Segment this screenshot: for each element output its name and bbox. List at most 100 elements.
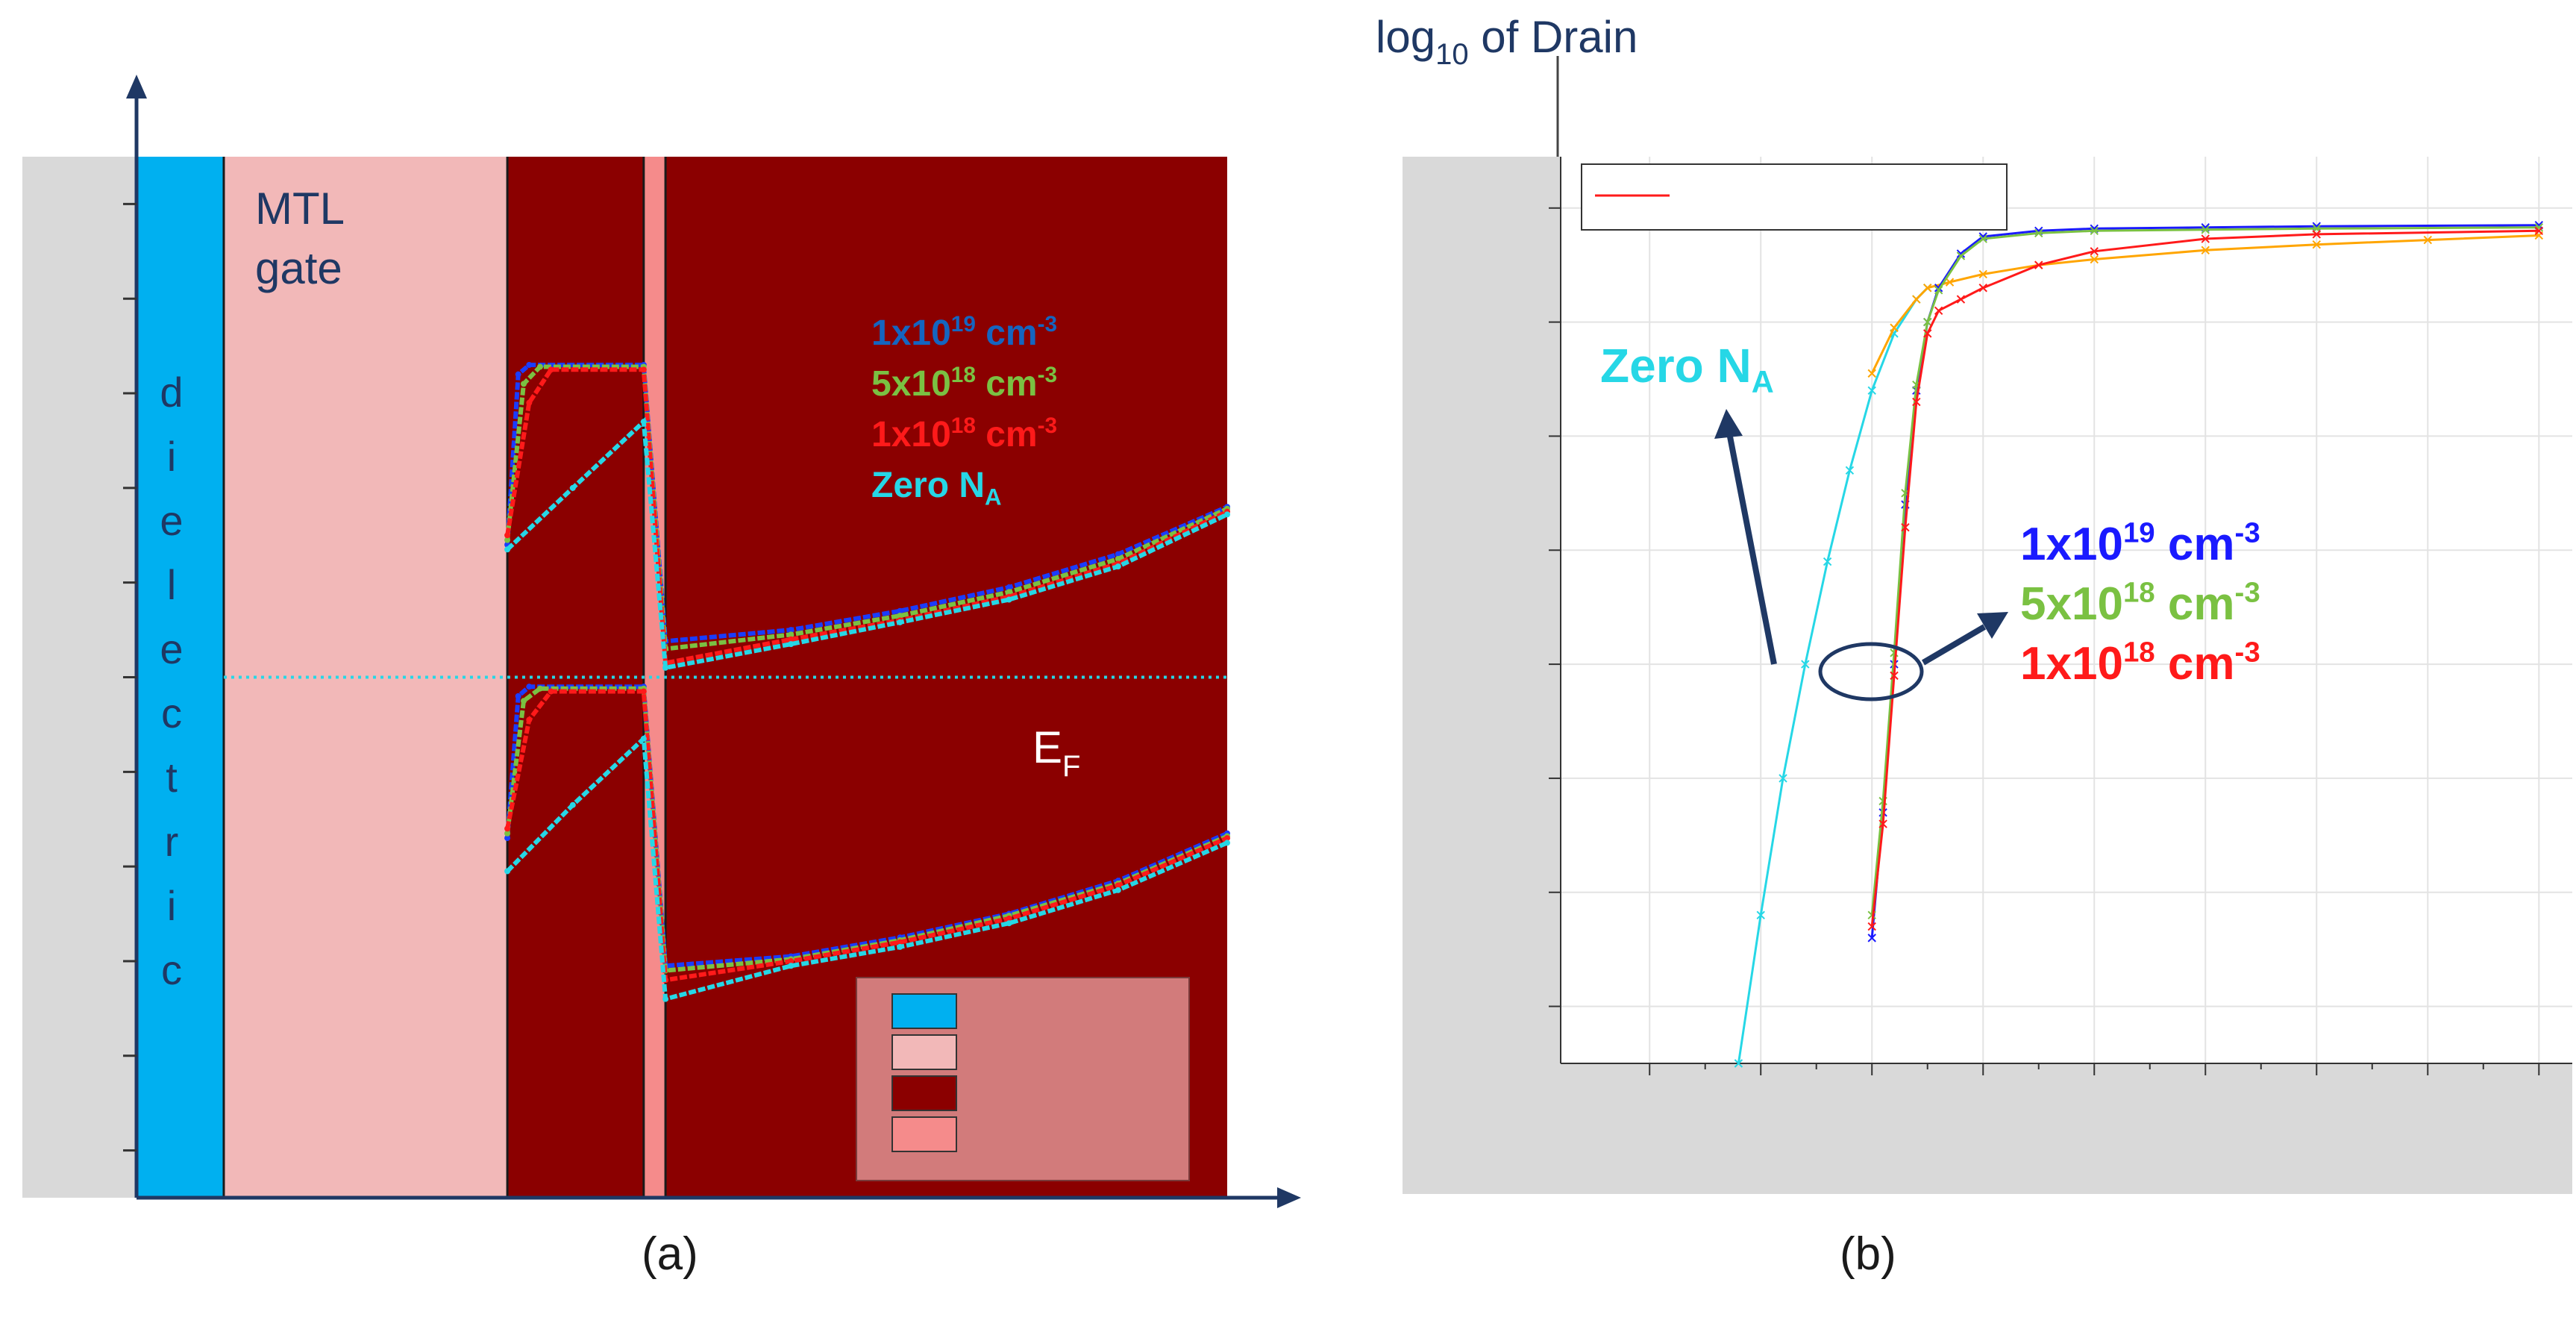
chart-b-plot-area bbox=[1561, 157, 2572, 1063]
band-line-vb-0 bbox=[505, 684, 1229, 969]
doping-label-b-1-sup: 18 bbox=[2123, 576, 2155, 608]
doping-label-b-0-base: 1x10 bbox=[2020, 519, 2123, 570]
current-point-0 bbox=[1867, 386, 1876, 396]
y-axis-a-arrow bbox=[126, 75, 147, 99]
current-point-4 bbox=[1901, 522, 1910, 532]
current-point-2 bbox=[1867, 934, 1876, 943]
ef-sub: F bbox=[1062, 750, 1080, 783]
current-curve-1 bbox=[1870, 234, 2539, 375]
doping-label-b-1-base: 5x10 bbox=[2020, 578, 2123, 630]
band-point-vb-2 bbox=[897, 939, 903, 945]
current-point-0 bbox=[1823, 557, 1832, 566]
current-point-0 bbox=[1779, 774, 1787, 783]
current-point-3 bbox=[2034, 228, 2043, 238]
current-point-1 bbox=[2423, 235, 2432, 245]
current-point-3 bbox=[1956, 251, 1966, 260]
series-label-a-1-base: 5x10 bbox=[871, 364, 951, 404]
doping-label-b-1-exp: -3 bbox=[2235, 576, 2260, 608]
band-point-vb-1 bbox=[521, 698, 527, 704]
series-label-a-2-base: 1x10 bbox=[871, 415, 951, 454]
current-point-4 bbox=[1878, 819, 1887, 828]
band-line-cb-1 bbox=[505, 364, 1229, 651]
band-point-cb-0 bbox=[526, 362, 533, 368]
band-point-vb-3 bbox=[788, 963, 795, 969]
ef-base: E bbox=[1032, 722, 1062, 772]
band-point-vb-2 bbox=[548, 688, 554, 695]
doping-ellipse bbox=[1818, 642, 1924, 701]
series-label-a-2-unit: cm bbox=[976, 415, 1038, 454]
band-point-vb-3 bbox=[504, 868, 511, 875]
current-point-4 bbox=[1956, 295, 1966, 304]
band-point-vb-3 bbox=[1006, 920, 1012, 927]
band-line-cb-0 bbox=[505, 363, 1229, 644]
band-line-vb-3 bbox=[505, 734, 1229, 1002]
series-label-a-3-sub: A bbox=[985, 484, 1002, 510]
zero-na-label-b: Zero NA bbox=[1600, 339, 1774, 399]
band-point-cb-2 bbox=[548, 366, 554, 373]
band-point-vb-0 bbox=[515, 693, 521, 699]
band-point-vb-3 bbox=[1224, 840, 1230, 846]
current-point-4 bbox=[2034, 260, 2043, 269]
band-point-cb-3 bbox=[640, 419, 647, 425]
band-point-cb-1 bbox=[521, 381, 527, 387]
region-algan bbox=[643, 157, 666, 1198]
series-label-a-0-base: 1x10 bbox=[871, 313, 951, 353]
y-axis-label-b: log10 of Drain bbox=[1376, 12, 1638, 71]
doping-label-b-2: 1x1018 cm-3 bbox=[2020, 636, 2260, 690]
band-line-cb-2 bbox=[505, 367, 1229, 666]
current-point-4 bbox=[2534, 226, 2544, 236]
panel-label-b: (b) bbox=[1840, 1228, 1896, 1280]
band-point-vb-1 bbox=[504, 830, 511, 837]
current-point-3 bbox=[2090, 226, 2099, 236]
current-point-1 bbox=[1890, 323, 1899, 332]
dielectric-letter: r bbox=[165, 818, 179, 865]
band-point-vb-0 bbox=[526, 684, 533, 690]
doping-label-b-0: 1x1019 cm-3 bbox=[2020, 516, 2260, 570]
current-curve-3 bbox=[1870, 226, 2539, 916]
band-line-vb-2 bbox=[505, 689, 1229, 983]
zero-na-arrow bbox=[1726, 432, 1777, 665]
x-axis-a-arrow bbox=[1277, 1187, 1301, 1208]
band-point-vb-2 bbox=[1224, 835, 1230, 842]
dielectric-letter: e bbox=[160, 497, 183, 544]
doping-label-b-1-unit: cm bbox=[2155, 578, 2235, 630]
band-point-vb-0 bbox=[504, 835, 511, 842]
series-label-a-0-sup: 19 bbox=[951, 312, 976, 337]
current-point-1 bbox=[1923, 284, 1932, 293]
series-label-a-2: 1x1018 cm-3 bbox=[871, 413, 1057, 454]
band-point-cb-1 bbox=[1006, 589, 1012, 596]
band-point-vb-3 bbox=[640, 735, 647, 742]
dielectric-letter: l bbox=[167, 561, 176, 608]
current-point-4 bbox=[1890, 671, 1899, 681]
current-point-4 bbox=[1867, 922, 1876, 931]
doping-label-b-1: 5x1018 cm-3 bbox=[2020, 576, 2260, 630]
band-point-cb-1 bbox=[1115, 555, 1121, 562]
doping-arrow bbox=[1921, 624, 1987, 666]
current-point-1 bbox=[2090, 254, 2099, 264]
band-point-cb-3 bbox=[569, 484, 576, 491]
band-point-cb-2 bbox=[504, 532, 511, 539]
current-point-4 bbox=[2312, 230, 2321, 239]
series-label-a-0-exp: -3 bbox=[1038, 312, 1057, 337]
series-label-a-2-sup: 18 bbox=[951, 413, 976, 438]
band-point-cb-3 bbox=[504, 546, 511, 553]
current-point-3 bbox=[2201, 225, 2210, 234]
current-point-1 bbox=[1945, 278, 1955, 287]
series-label-a-1-sup: 18 bbox=[951, 363, 976, 387]
ylabel-sub: 10 bbox=[1435, 38, 1469, 71]
band-point-vb-3 bbox=[662, 995, 669, 1002]
current-point-3 bbox=[1923, 317, 1932, 327]
current-point-4 bbox=[1912, 397, 1921, 407]
band-point-cb-0 bbox=[515, 371, 521, 378]
band-point-cb-2 bbox=[640, 366, 647, 373]
band-point-cb-3 bbox=[662, 664, 669, 671]
current-point-0 bbox=[1734, 1059, 1743, 1068]
doping-label-b-0-exp: -3 bbox=[2235, 516, 2260, 548]
zero-na-label-b-sub: A bbox=[1752, 364, 1774, 399]
current-curve-0 bbox=[1737, 287, 1928, 1064]
legend-b-box bbox=[1581, 163, 2008, 231]
band-point-cb-0 bbox=[1006, 584, 1012, 591]
band-point-vb-2 bbox=[1006, 915, 1012, 922]
